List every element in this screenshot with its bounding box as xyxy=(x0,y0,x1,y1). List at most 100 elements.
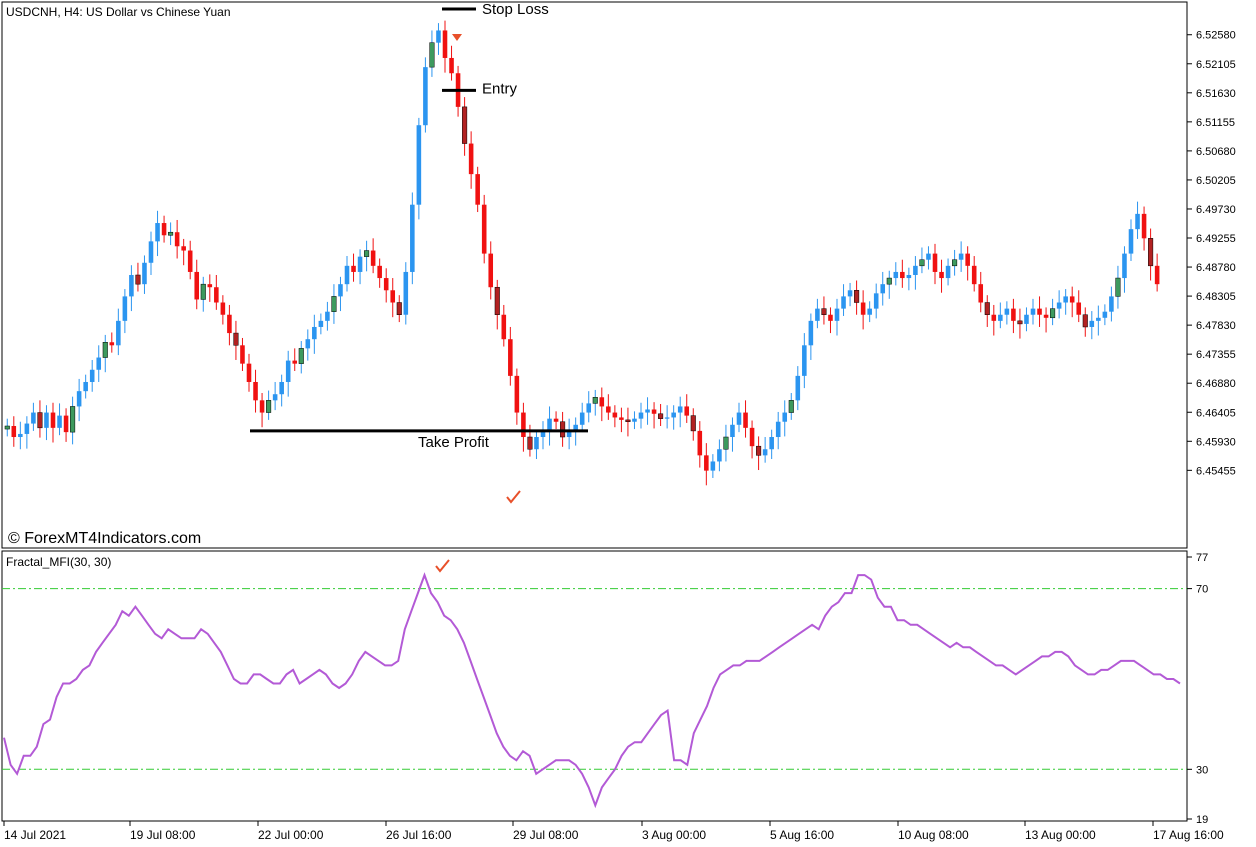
candle-body xyxy=(514,375,520,413)
candle-body xyxy=(527,436,533,450)
candle-body xyxy=(690,415,696,432)
candle-body xyxy=(815,308,820,321)
time-tick-label: 13 Aug 00:00 xyxy=(1025,828,1096,842)
candle-body xyxy=(383,278,389,291)
candle-body xyxy=(142,262,147,285)
candle-body xyxy=(70,406,76,433)
candle-body xyxy=(1004,308,1010,315)
time-tick-label: 14 Jul 2021 xyxy=(4,828,66,842)
candle-body xyxy=(44,412,49,428)
candle-body xyxy=(1154,265,1160,285)
candle-body xyxy=(148,241,154,263)
candle-body xyxy=(410,204,415,272)
candle-body xyxy=(612,412,618,418)
mfi-series-line xyxy=(3,572,1181,809)
candle-body xyxy=(958,253,964,260)
candle-body xyxy=(743,412,748,428)
candle-body xyxy=(266,400,272,413)
candle-body xyxy=(181,246,186,251)
candle-body xyxy=(1135,213,1140,230)
price-tick-label: 6.51630 xyxy=(1196,88,1236,100)
time-tick-label: 3 Aug 00:00 xyxy=(642,828,706,842)
candle-body xyxy=(377,265,382,279)
candle-body xyxy=(802,345,807,376)
entry-label: Entry xyxy=(482,80,518,97)
candle-body xyxy=(200,283,206,300)
candle-body xyxy=(919,259,925,267)
candle-body xyxy=(1122,253,1127,279)
candle-body xyxy=(893,271,899,279)
candle-body xyxy=(775,421,781,438)
candle-body xyxy=(240,345,245,364)
candle-body xyxy=(1069,296,1075,303)
candle-body xyxy=(736,412,742,425)
candle-body xyxy=(847,290,853,297)
candle-body xyxy=(1096,317,1101,321)
indicator-panel xyxy=(1,550,1188,822)
candle-body xyxy=(1017,320,1023,325)
candle-body xyxy=(945,265,951,279)
price-tick-label: 6.45930 xyxy=(1196,436,1236,448)
candle-body xyxy=(710,461,716,471)
candle-body xyxy=(658,413,664,419)
candle-body xyxy=(886,277,892,285)
indicator-tick-label: 77 xyxy=(1196,552,1208,564)
candle-body xyxy=(821,308,827,315)
candle-body xyxy=(952,259,958,267)
candle-body xyxy=(187,250,193,272)
candle-body xyxy=(677,406,683,413)
candle-body xyxy=(109,342,115,346)
price-tick-label: 6.51155 xyxy=(1196,117,1235,129)
candle-body xyxy=(403,271,409,315)
candle-body xyxy=(664,417,670,419)
price-tick-label: 6.46880 xyxy=(1196,378,1236,390)
candle-body xyxy=(63,415,69,433)
candle-body xyxy=(1011,308,1016,321)
candle-body xyxy=(312,326,317,340)
candle-body xyxy=(31,412,36,424)
candle-body xyxy=(396,302,402,315)
time-tick-label: 17 Aug 16:00 xyxy=(1153,828,1224,842)
candle-body xyxy=(285,360,291,382)
candle-body xyxy=(906,275,912,279)
candle-body xyxy=(553,418,559,422)
candle-body xyxy=(298,348,304,364)
candle-body xyxy=(939,271,944,279)
candle-body xyxy=(586,403,592,413)
candle-body xyxy=(965,253,970,266)
candle-body xyxy=(168,231,174,236)
price-tick-label: 6.52580 xyxy=(1196,30,1236,42)
time-tick-label: 29 Jul 08:00 xyxy=(513,828,579,842)
candle-body xyxy=(501,314,507,340)
watermark: © ForexMT4Indicators.com xyxy=(8,530,201,547)
candle-body xyxy=(37,412,43,429)
candle-body xyxy=(834,308,840,321)
candle-body xyxy=(749,427,755,447)
candle-body xyxy=(220,302,226,315)
price-y-axis: 6.52580 6.52105 6.51630 6.51155 6.50680 6.502… xyxy=(1187,30,1236,477)
candle-body xyxy=(344,265,350,285)
candle-body xyxy=(599,397,605,407)
candle-body xyxy=(174,232,180,247)
candle-body xyxy=(122,296,128,321)
candle-body xyxy=(619,417,624,420)
candle-body xyxy=(76,391,82,407)
candle-body xyxy=(913,265,918,275)
candle-body xyxy=(4,425,10,430)
candle-body xyxy=(214,287,219,303)
candle-body xyxy=(1102,311,1108,318)
candle-body xyxy=(207,284,213,288)
candle-body xyxy=(442,30,448,58)
candle-body xyxy=(1109,296,1114,312)
candle-body xyxy=(560,421,566,438)
candle-body xyxy=(592,397,598,404)
candle-body xyxy=(436,30,441,43)
indicator-tick-label: 19 xyxy=(1196,814,1208,826)
candle-body xyxy=(717,449,722,462)
candle-body xyxy=(129,275,134,297)
candle-body xyxy=(1050,308,1056,319)
candle-body xyxy=(579,412,585,425)
candle-body xyxy=(57,415,62,428)
candle-body xyxy=(638,412,644,419)
